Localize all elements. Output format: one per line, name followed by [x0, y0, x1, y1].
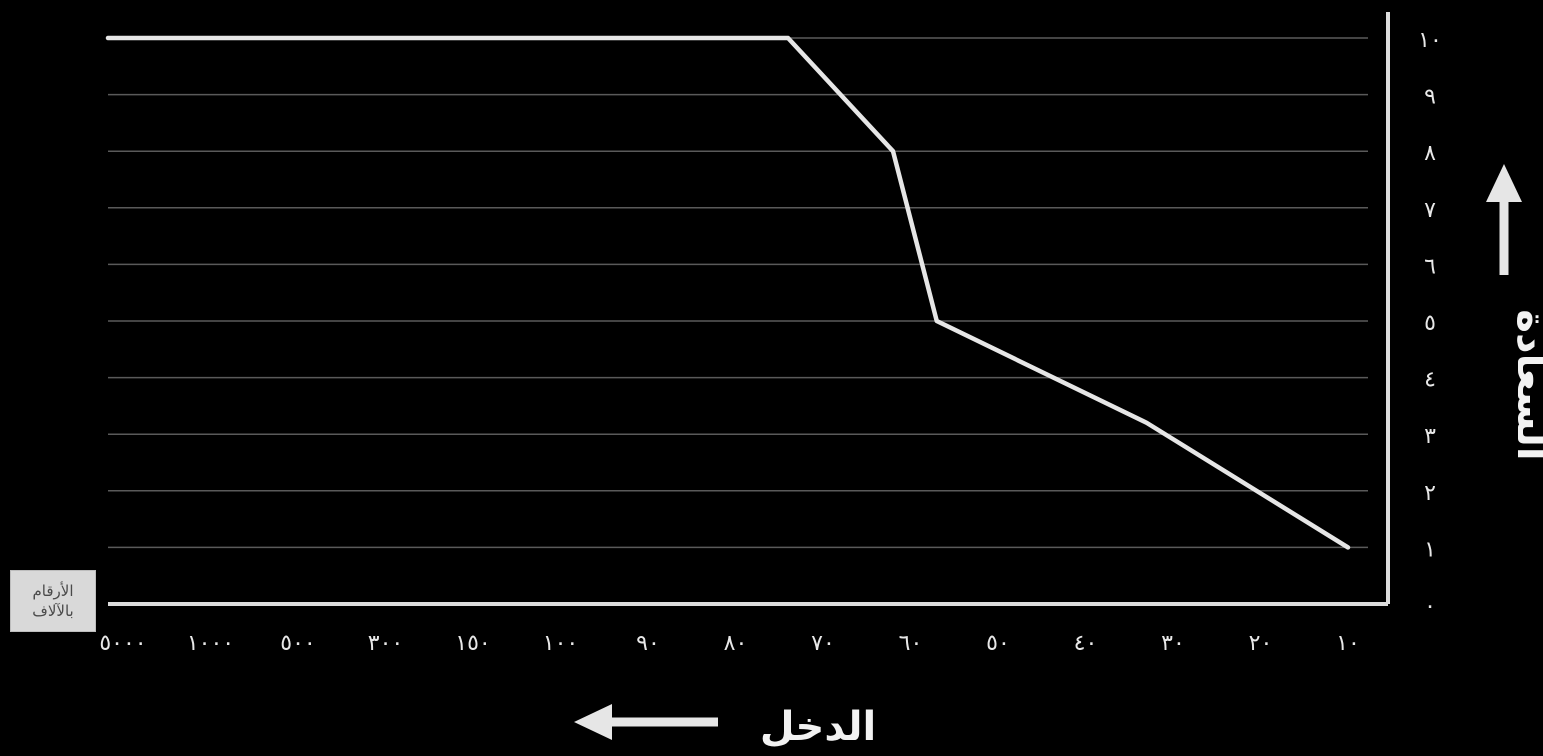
x-tick-label: ٣٠ [1161, 631, 1185, 656]
y-tick-labels: ٠ ١ ٢ ٣ ٤ ٥ ٦ ٧ ٨ ٩ ١٠ [1418, 28, 1442, 619]
y-tick-label: ٧ [1424, 198, 1436, 223]
y-tick-label: ٣ [1424, 424, 1436, 449]
y-tick-label: ١٠ [1418, 28, 1442, 53]
arrow-left-icon [574, 704, 718, 740]
y-tick-label: ٢ [1424, 481, 1436, 506]
x-tick-label: ١٠ [1336, 631, 1360, 656]
x-tick-label: ٩٠ [636, 631, 660, 656]
x-tick-labels: ١٠ ٢٠ ٣٠ ٤٠ ٥٠ ٦٠ ٧٠ ٨٠ ٩٠ ١٠٠ ١٥٠ ٣٠٠ ٥٠٠ ١٠٠٠ ٥٠٠٠ [99, 631, 1359, 656]
series-layer [105, 35, 1351, 550]
x-tick-label: ١٥٠ [455, 631, 490, 656]
x-tick-label: ٣٠٠ [368, 631, 403, 656]
y-tick-label: ١ [1424, 537, 1436, 562]
x-tick-label: ١٠٠ [543, 631, 578, 656]
y-tick-label: ٦ [1424, 254, 1436, 279]
x-tick-label: ٥٠٠ [280, 631, 315, 656]
x-tick-label: ٦٠ [899, 631, 923, 656]
grid-lines [108, 37, 1368, 549]
y-tick-label: ٩ [1424, 85, 1436, 110]
y-tick-label: ٠ [1424, 594, 1436, 619]
x-tick-label: ٤٠ [1074, 631, 1098, 656]
y-tick-label: ٥ [1424, 311, 1436, 336]
x-tick-label: ٨٠ [724, 631, 748, 656]
x-tick-label: ٧٠ [811, 631, 835, 656]
x-tick-label: ٥٠ [986, 631, 1010, 656]
y-tick-label: ٨ [1424, 141, 1436, 166]
y-tick-label: ٤ [1424, 368, 1436, 393]
axes [108, 12, 1390, 606]
x-tick-label: ٥٠٠٠ [99, 631, 146, 656]
y-axis-title: السعادة [1508, 309, 1543, 460]
x-tick-label: ٢٠ [1249, 631, 1273, 656]
units-note: الأرقام بالآلاف [10, 570, 96, 632]
x-tick-label: ١٠٠٠ [187, 631, 234, 656]
x-axis-title: الدخل [760, 704, 876, 750]
series-line [105, 35, 1351, 550]
arrow-up-icon [1486, 164, 1522, 275]
